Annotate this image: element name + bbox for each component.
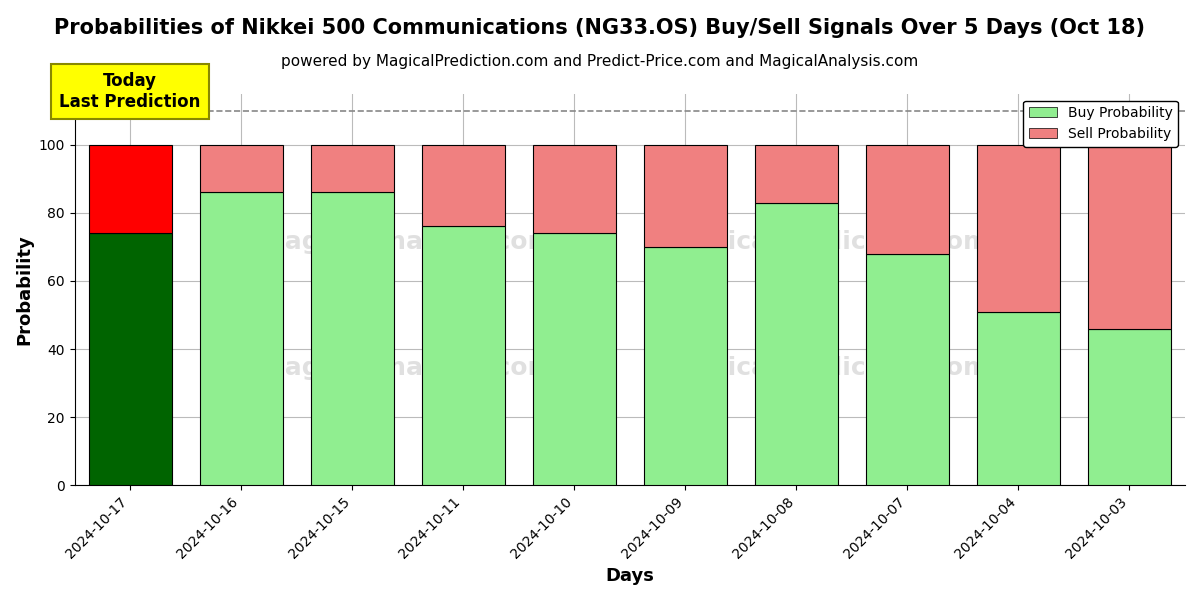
Bar — [1088, 145, 1171, 329]
Legend: Buy Probability, Sell Probability: Buy Probability, Sell Probability — [1024, 101, 1178, 147]
Bar — [533, 233, 616, 485]
Bar — [421, 226, 505, 485]
Bar — [977, 311, 1060, 485]
Bar — [1088, 329, 1171, 485]
Bar — [755, 145, 838, 203]
Text: MagicalPrediction.com: MagicalPrediction.com — [670, 230, 990, 254]
Y-axis label: Probability: Probability — [16, 234, 34, 345]
Text: MagicalPrediction.com: MagicalPrediction.com — [670, 356, 990, 380]
X-axis label: Days: Days — [605, 567, 654, 585]
Bar — [643, 145, 727, 247]
Bar — [311, 145, 394, 193]
Bar — [421, 145, 505, 226]
Text: MagicalAnalysis.com: MagicalAnalysis.com — [260, 230, 554, 254]
Text: powered by MagicalPrediction.com and Predict-Price.com and MagicalAnalysis.com: powered by MagicalPrediction.com and Pre… — [281, 54, 919, 69]
Text: Probabilities of Nikkei 500 Communications (NG33.OS) Buy/Sell Signals Over 5 Day: Probabilities of Nikkei 500 Communicatio… — [54, 18, 1146, 38]
Bar — [199, 193, 283, 485]
Text: Today
Last Prediction: Today Last Prediction — [60, 72, 200, 111]
Text: MagicalAnalysis.com: MagicalAnalysis.com — [260, 356, 554, 380]
Bar — [199, 145, 283, 193]
Bar — [533, 145, 616, 233]
Bar — [311, 193, 394, 485]
Bar — [89, 145, 172, 233]
Bar — [89, 233, 172, 485]
Bar — [977, 145, 1060, 311]
Bar — [643, 247, 727, 485]
Bar — [865, 254, 949, 485]
Bar — [755, 203, 838, 485]
Bar — [865, 145, 949, 254]
